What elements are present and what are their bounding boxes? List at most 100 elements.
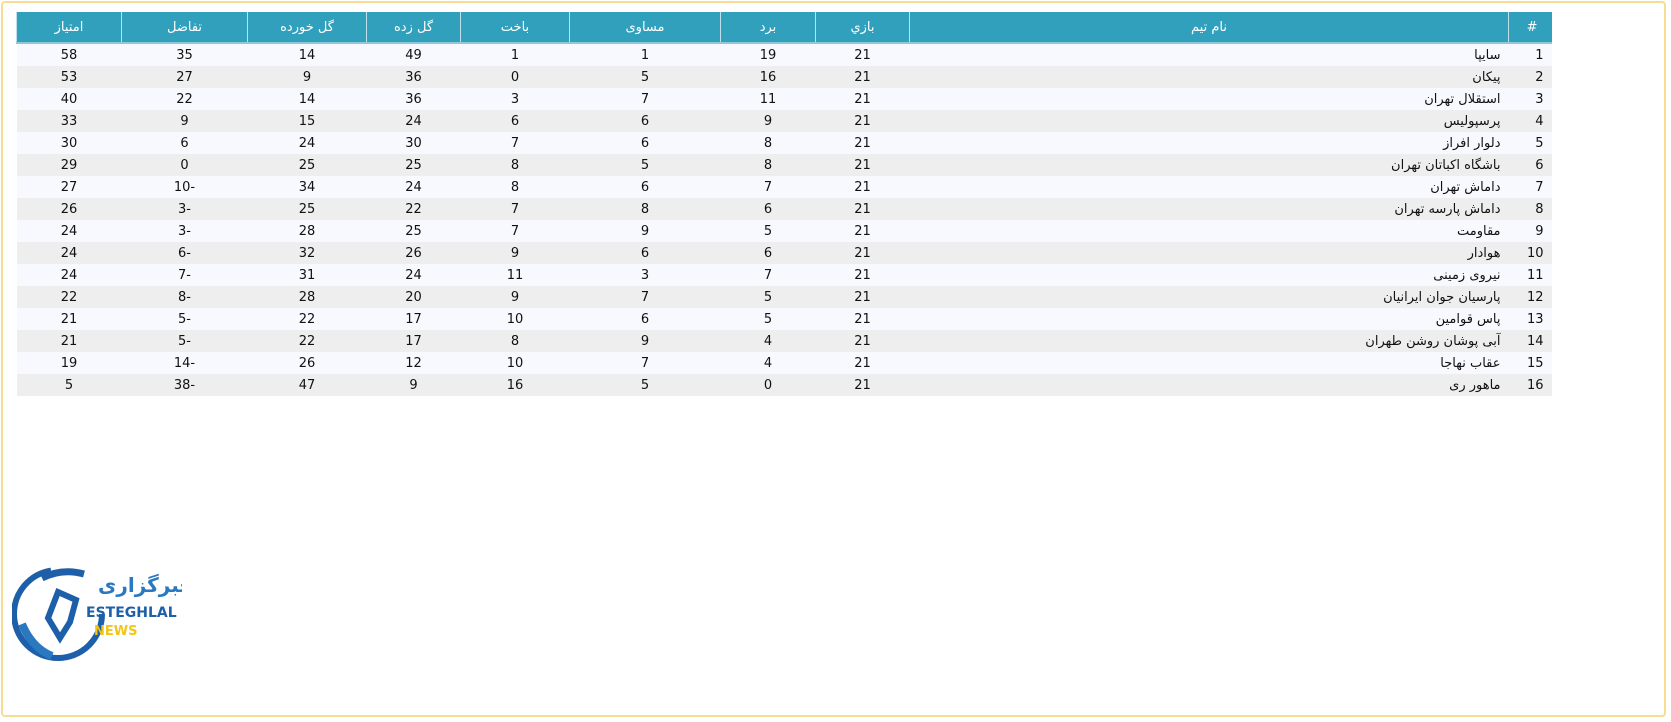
goals-for-cell: 20 xyxy=(366,286,461,308)
goals-against-cell: 25 xyxy=(247,154,367,176)
goal-difference-cell: 22 xyxy=(121,88,248,110)
goals-for-cell: 36 xyxy=(366,66,461,88)
goals-against-cell: 28 xyxy=(247,286,367,308)
wins-cell: 16 xyxy=(720,66,816,88)
played-cell: 21 xyxy=(815,242,910,264)
losses-cell: 7 xyxy=(460,198,570,220)
goal-difference-cell: -5 xyxy=(121,330,248,352)
column-header[interactable]: بازي xyxy=(815,12,910,44)
table-row: 6 باشگاه اکباتان تهران 21 8 5 8 25 25 0 29 xyxy=(16,154,1552,176)
goal-difference-cell: -5 xyxy=(121,308,248,330)
goal-difference-cell: -10 xyxy=(121,176,248,198)
goal-difference-cell: 35 xyxy=(121,43,248,66)
points-cell: 24 xyxy=(16,220,122,242)
rank-cell: 3 xyxy=(1508,88,1552,110)
rank-cell: 9 xyxy=(1508,220,1552,242)
rank-cell: 11 xyxy=(1508,264,1552,286)
draws-cell: 9 xyxy=(569,330,721,352)
losses-cell: 1 xyxy=(460,43,570,66)
goals-against-cell: 25 xyxy=(247,198,367,220)
column-header[interactable]: تفاضل xyxy=(121,12,248,44)
table-row: 2 پیکان 21 16 5 0 36 9 27 53 xyxy=(16,66,1552,88)
goals-against-cell: 22 xyxy=(247,308,367,330)
goals-against-cell: 34 xyxy=(247,176,367,198)
wins-cell: 7 xyxy=(720,264,816,286)
team-name-cell: استقلال تهران xyxy=(909,88,1509,110)
played-cell: 21 xyxy=(815,132,910,154)
rank-cell: 12 xyxy=(1508,286,1552,308)
team-name-cell: پیکان xyxy=(909,66,1509,88)
table-row: 7 داماش تهران 21 7 6 8 24 34 -10 27 xyxy=(16,176,1552,198)
goals-for-cell: 25 xyxy=(366,154,461,176)
draws-cell: 5 xyxy=(569,154,721,176)
wins-cell: 5 xyxy=(720,220,816,242)
table-row: 12 پارسیان جوان ایرانیان 21 5 7 9 20 28 -8 22 xyxy=(16,286,1552,308)
column-header[interactable]: برد xyxy=(720,12,816,44)
wins-cell: 11 xyxy=(720,88,816,110)
draws-cell: 3 xyxy=(569,264,721,286)
draws-cell: 9 xyxy=(569,220,721,242)
points-cell: 21 xyxy=(16,308,122,330)
goal-difference-cell: -14 xyxy=(121,352,248,374)
played-cell: 21 xyxy=(815,308,910,330)
points-cell: 58 xyxy=(16,43,122,66)
wins-cell: 6 xyxy=(720,242,816,264)
column-header[interactable]: # xyxy=(1508,12,1552,44)
goals-for-cell: 25 xyxy=(366,220,461,242)
rank-cell: 1 xyxy=(1508,43,1552,66)
played-cell: 21 xyxy=(815,330,910,352)
table-header-row: # نام تیم بازي برد مساوی باخت گل زده گل خورده تف… xyxy=(16,12,1552,44)
column-header[interactable]: باخت xyxy=(460,12,570,44)
played-cell: 21 xyxy=(815,66,910,88)
draws-cell: 6 xyxy=(569,132,721,154)
losses-cell: 8 xyxy=(460,154,570,176)
table-row: 16 ماهور ری 21 0 5 16 9 47 -38 5 xyxy=(16,374,1552,396)
svg-text:NEWS: NEWS xyxy=(94,624,137,639)
losses-cell: 0 xyxy=(460,66,570,88)
draws-cell: 5 xyxy=(569,66,721,88)
losses-cell: 10 xyxy=(460,352,570,374)
team-name-cell: آبی پوشان روشن طهران xyxy=(909,330,1509,352)
wins-cell: 7 xyxy=(720,176,816,198)
goals-for-cell: 9 xyxy=(366,374,461,396)
points-cell: 22 xyxy=(16,286,122,308)
column-header[interactable]: گل زده xyxy=(366,12,461,44)
table-row: 1 سایپا 21 19 1 1 49 14 35 58 xyxy=(16,43,1552,66)
losses-cell: 8 xyxy=(460,330,570,352)
played-cell: 21 xyxy=(815,220,910,242)
losses-cell: 16 xyxy=(460,374,570,396)
goals-for-cell: 24 xyxy=(366,264,461,286)
table-row: 8 داماش پارسه تهران 21 6 8 7 22 25 -3 26 xyxy=(16,198,1552,220)
goals-against-cell: 15 xyxy=(247,110,367,132)
team-name-cell: هوادار xyxy=(909,242,1509,264)
wins-cell: 5 xyxy=(720,286,816,308)
played-cell: 21 xyxy=(815,43,910,66)
goals-for-cell: 24 xyxy=(366,110,461,132)
draws-cell: 6 xyxy=(569,308,721,330)
points-cell: 5 xyxy=(16,374,122,396)
goals-for-cell: 36 xyxy=(366,88,461,110)
wins-cell: 0 xyxy=(720,374,816,396)
table-row: 5 دلوار افراز 21 8 6 7 30 24 6 30 xyxy=(16,132,1552,154)
losses-cell: 7 xyxy=(460,220,570,242)
column-header[interactable]: گل خورده xyxy=(247,12,367,44)
goal-difference-cell: -8 xyxy=(121,286,248,308)
column-header[interactable]: نام تیم xyxy=(909,12,1509,44)
table-row: 11 نیروی زمینی 21 7 3 11 24 31 -7 24 xyxy=(16,264,1552,286)
team-name-cell: عقاب نهاجا xyxy=(909,352,1509,374)
goals-against-cell: 32 xyxy=(247,242,367,264)
draws-cell: 6 xyxy=(569,242,721,264)
column-header[interactable]: مساوی xyxy=(569,12,721,44)
column-header[interactable]: امتیاز xyxy=(16,12,122,44)
wins-cell: 19 xyxy=(720,43,816,66)
team-name-cell: باشگاه اکباتان تهران xyxy=(909,154,1509,176)
team-name-cell: دلوار افراز xyxy=(909,132,1509,154)
wins-cell: 4 xyxy=(720,330,816,352)
losses-cell: 3 xyxy=(460,88,570,110)
losses-cell: 8 xyxy=(460,176,570,198)
draws-cell: 7 xyxy=(569,286,721,308)
draws-cell: 7 xyxy=(569,88,721,110)
points-cell: 19 xyxy=(16,352,122,374)
losses-cell: 7 xyxy=(460,132,570,154)
